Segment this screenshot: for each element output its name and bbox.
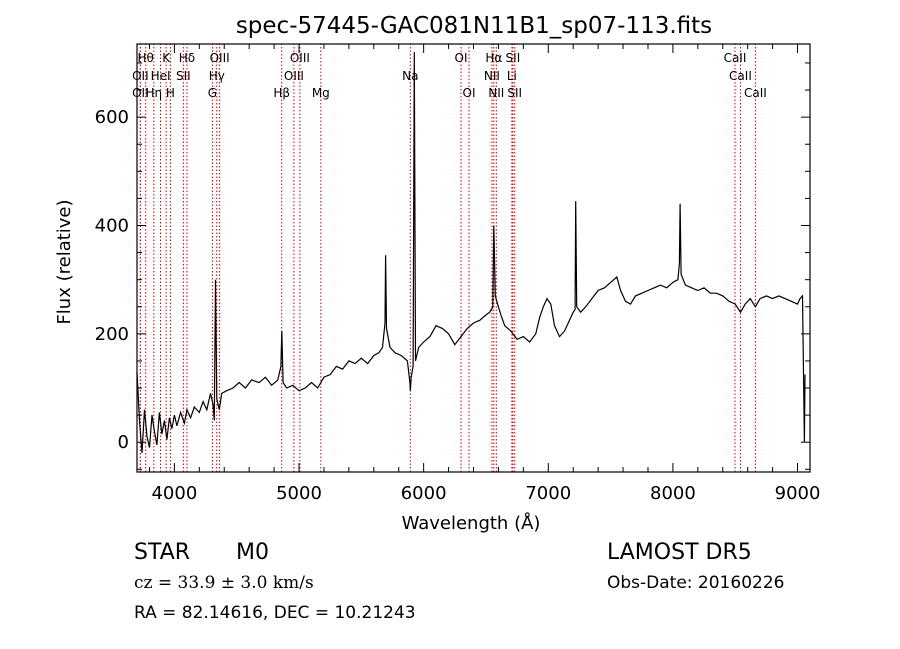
y-tick-label: 400	[95, 215, 129, 236]
y-tick-label: 0	[118, 432, 129, 453]
line-marker-label: Hγ	[209, 69, 225, 83]
line-marker-label: OII	[132, 69, 149, 83]
y-axis: 0 200 400 600	[95, 62, 810, 470]
line-marker-label: OII	[132, 86, 149, 100]
x-axis: 4000 5000 6000 7000 8000 9000	[148, 44, 821, 504]
line-marker-label: Hη	[146, 86, 163, 100]
line-marker-label: OIII	[210, 51, 230, 65]
line-marker-label: OI	[463, 86, 476, 100]
line-marker-label: CaII	[729, 69, 752, 83]
plot-frame	[136, 43, 811, 473]
line-marker-label: CaII	[724, 51, 747, 65]
x-tick-label: 4000	[151, 483, 197, 504]
line-marker-label: Hθ	[138, 51, 154, 65]
line-marker-label: OIII	[284, 69, 304, 83]
line-marker-label: SII	[507, 86, 522, 100]
x-axis-label: Wavelength (Å)	[402, 512, 541, 534]
line-marker-label: G	[208, 86, 217, 100]
line-marker-label: Na	[402, 69, 418, 83]
chart-title: spec-57445-GAC081N11B1_sp07-113.fits	[236, 13, 712, 39]
survey-name: LAMOST DR5	[607, 540, 752, 565]
line-marker-label: NII	[488, 86, 504, 100]
x-tick-label: 5000	[276, 483, 322, 504]
object-subclass: M0	[236, 540, 269, 565]
line-marker-label: OIII	[290, 51, 310, 65]
line-marker-label: SII	[506, 51, 521, 65]
line-marker-label: SII	[176, 69, 191, 83]
line-marker-label: OI	[455, 51, 468, 65]
line-marker-label: CaII	[744, 86, 767, 100]
spectrum-line	[136, 52, 806, 454]
line-marker-label: Hβ	[273, 86, 290, 100]
line-marker-label: Hα	[485, 51, 502, 65]
y-axis-label: Flux (relative)	[54, 199, 75, 324]
line-marker-label: NII	[484, 69, 500, 83]
x-tick-label: 9000	[775, 483, 821, 504]
y-tick-label: 600	[95, 107, 129, 128]
coordinates: RA = 82.14616, DEC = 10.21243	[134, 603, 416, 623]
line-marker-label: Mg	[312, 86, 330, 100]
line-marker-label: Hδ	[179, 51, 195, 65]
x-tick-label: 8000	[650, 483, 696, 504]
redshift-velocity: cz = 33.9 ± 3.0 km/s	[134, 573, 314, 593]
line-marker-label: K	[162, 51, 171, 65]
x-tick-label: 6000	[401, 483, 447, 504]
line-marker-label: Li	[507, 69, 517, 83]
line-marker-label: H	[166, 86, 175, 100]
x-tick-label: 7000	[525, 483, 571, 504]
line-markers	[139, 44, 756, 472]
object-class: STAR	[134, 540, 191, 565]
observation-date: Obs-Date: 20160226	[607, 573, 785, 593]
line-marker-label: HeI	[151, 69, 171, 83]
y-tick-label: 200	[95, 324, 129, 345]
